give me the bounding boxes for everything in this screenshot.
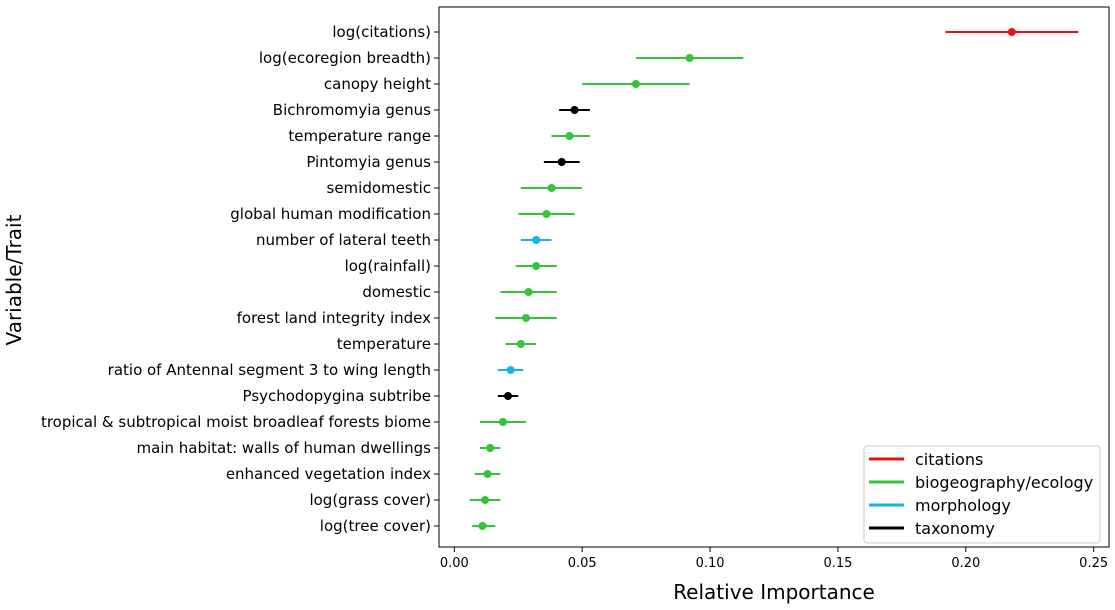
x-tick-label: 0.15 bbox=[823, 556, 852, 571]
data-point bbox=[521, 314, 530, 322]
y-tick-label: log(grass cover) bbox=[309, 491, 431, 509]
x-tick-label: 0.25 bbox=[1079, 556, 1108, 571]
x-axis-title: Relative Importance bbox=[673, 580, 875, 604]
y-tick-label: global human modification bbox=[230, 205, 431, 223]
plot-frame bbox=[438, 6, 1110, 548]
data-point bbox=[631, 80, 640, 88]
data-point bbox=[557, 158, 566, 166]
data-point bbox=[570, 106, 579, 114]
data-point bbox=[481, 496, 490, 504]
y-tick-label: forest land integrity index bbox=[237, 309, 431, 327]
legend-label: biogeography/ecology bbox=[915, 473, 1093, 492]
data-point bbox=[504, 392, 513, 400]
y-tick-label: Psychodopygina subtribe bbox=[243, 387, 431, 405]
legend-label: morphology bbox=[915, 496, 1011, 515]
legend-entries: citations biogeography/ecology morphology t… bbox=[869, 450, 1093, 538]
data-point bbox=[532, 262, 541, 270]
x-tick-label: 0.05 bbox=[568, 556, 597, 571]
y-tick-labels: log(citations) log(ecoregion breadth) cano… bbox=[41, 23, 439, 535]
x-ticks: 0.00 0.05 0.10 0.15 0.20 0.25 bbox=[440, 547, 1108, 571]
y-tick-label: log(tree cover) bbox=[320, 517, 431, 535]
y-tick-label: log(citations) bbox=[332, 23, 431, 41]
data-point bbox=[547, 184, 556, 192]
legend-box bbox=[863, 445, 1101, 544]
data-points bbox=[478, 28, 1016, 530]
x-tick-label: 0.10 bbox=[696, 556, 725, 571]
data-point bbox=[565, 132, 574, 140]
y-axis-title: Variable/Trait bbox=[2, 214, 26, 345]
y-tick-label: main habitat: walls of human dwellings bbox=[137, 439, 432, 457]
y-tick-label: ratio of Antennal segment 3 to wing leng… bbox=[108, 361, 431, 379]
data-point bbox=[483, 470, 492, 478]
y-tick-label: canopy height bbox=[324, 75, 431, 93]
data-point bbox=[542, 210, 551, 218]
data-point bbox=[685, 54, 694, 62]
data-point bbox=[506, 366, 515, 374]
y-tick-label: Pintomyia genus bbox=[306, 153, 431, 171]
data-point bbox=[532, 236, 541, 244]
data-point bbox=[524, 288, 533, 296]
data-point bbox=[486, 444, 495, 452]
legend: citations biogeography/ecology morphology t… bbox=[863, 445, 1101, 544]
data-point bbox=[478, 522, 487, 530]
x-tick-label: 0.00 bbox=[440, 556, 469, 571]
data-point bbox=[516, 340, 525, 348]
y-tick-label: temperature range bbox=[288, 127, 431, 145]
data-point bbox=[1007, 28, 1016, 36]
y-tick-label: domestic bbox=[362, 283, 431, 301]
y-tick-label: number of lateral teeth bbox=[256, 231, 431, 249]
legend-label: citations bbox=[915, 450, 983, 469]
legend-label: taxonomy bbox=[915, 519, 995, 538]
x-tick-label: 0.20 bbox=[951, 556, 980, 571]
y-tick-label: enhanced vegetation index bbox=[226, 465, 431, 483]
y-tick-label: log(ecoregion breadth) bbox=[259, 49, 431, 67]
y-tick-label: tropical & subtropical moist broadleaf f… bbox=[41, 413, 431, 431]
data-point bbox=[498, 418, 507, 426]
y-tick-label: log(rainfall) bbox=[345, 257, 431, 275]
y-tick-label: Bichromomyia genus bbox=[273, 101, 431, 119]
y-tick-label: temperature bbox=[337, 335, 431, 353]
y-tick-label: semidomestic bbox=[327, 179, 431, 197]
